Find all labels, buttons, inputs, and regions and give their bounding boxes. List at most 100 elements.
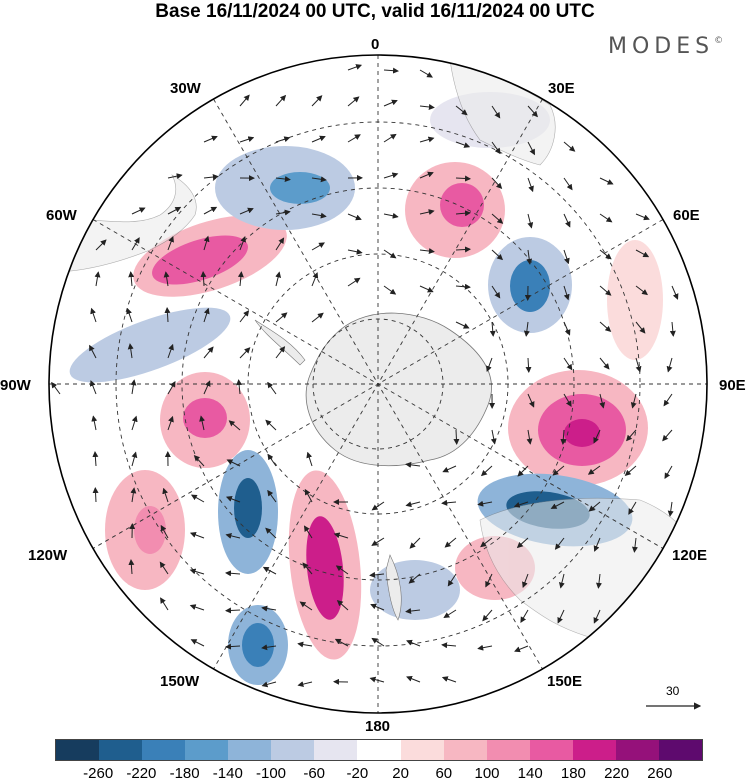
wind-arrow <box>199 415 206 431</box>
wind-arrow <box>563 213 571 228</box>
lon-label-60w: 60W <box>46 207 77 224</box>
wind-arrow <box>265 419 277 431</box>
wind-arrow <box>190 494 205 503</box>
wind-arrow <box>275 176 291 183</box>
wind-arrow <box>275 94 287 107</box>
wind-arrow <box>275 136 291 143</box>
wind-arrow <box>203 235 210 251</box>
wind-arrow <box>383 172 399 179</box>
colorbar-segment <box>615 740 659 760</box>
wind-arrow <box>371 501 385 511</box>
wind-arrow <box>588 501 601 512</box>
wind-arrow <box>514 645 529 653</box>
anomaly-positive <box>607 240 663 360</box>
wind-arrow <box>130 487 137 503</box>
lon-label-30w: 30W <box>170 80 201 97</box>
wind-arrow <box>455 141 471 148</box>
colorbar-tick-label: -220 <box>126 765 157 782</box>
wind-arrow <box>522 573 529 589</box>
lon-label-60e: 60E <box>673 207 700 224</box>
colorbar-segment <box>658 740 702 760</box>
wind-arrow <box>131 237 140 251</box>
wind-arrow <box>526 249 533 265</box>
wind-arrow <box>193 454 205 467</box>
wind-arrow <box>131 415 138 431</box>
wind-arrow <box>336 600 349 611</box>
south-america <box>49 174 197 273</box>
lon-label-120e: 120E <box>672 547 708 564</box>
wind-arrow <box>525 357 532 373</box>
wind-arrow <box>671 285 679 300</box>
wind-arrow <box>587 465 601 475</box>
wind-arrow <box>383 285 397 295</box>
colorbar-segment <box>314 740 358 760</box>
wind-arrow <box>131 207 146 215</box>
wind-arrow <box>299 601 313 611</box>
wind-arrow <box>635 321 646 334</box>
colorbar-tick-label: 60 <box>435 765 453 782</box>
wind-arrow <box>383 99 398 107</box>
wind-arrow <box>89 344 97 359</box>
lon-label-0: 0 <box>371 36 380 53</box>
wind-arrow <box>405 608 421 615</box>
wind-arrow <box>275 271 282 287</box>
wind-arrow <box>203 174 219 181</box>
brand-text: MODES <box>608 34 715 59</box>
colorbar-tick-label: -140 <box>212 765 243 782</box>
wind-arrow <box>190 639 205 647</box>
wind-arrow <box>599 357 610 370</box>
lon-label-120w: 120W <box>28 547 68 564</box>
wind-arrow <box>599 285 612 296</box>
colorbar-tick-label: 220 <box>604 765 630 782</box>
wind-arrow <box>91 415 98 431</box>
wind-arrow <box>239 347 251 359</box>
wind-arrow <box>624 465 637 476</box>
wind-arrow <box>490 429 497 445</box>
wind-arrow <box>267 453 277 467</box>
wind-arrow <box>593 537 601 552</box>
wind-arrow <box>563 321 571 336</box>
wind-arrow <box>419 248 435 255</box>
wind-arrow <box>51 381 61 395</box>
wind-arrow <box>311 95 323 107</box>
wind-arrow <box>239 207 254 215</box>
wind-vectors <box>51 64 679 688</box>
lon-label-150e: 150E <box>547 673 583 690</box>
colorbar-tick-label: 260 <box>647 765 673 782</box>
wind-arrow <box>92 487 99 503</box>
wind-arrow <box>405 461 421 468</box>
wind-arrow <box>160 524 169 539</box>
wind-arrow <box>92 451 99 467</box>
wind-arrow <box>408 573 421 584</box>
wind-arrow <box>527 141 535 156</box>
wind-arrow <box>419 136 435 143</box>
wind-arrow <box>167 206 182 215</box>
wind-arrow <box>95 239 107 251</box>
wind-arrow <box>527 213 534 229</box>
brand-logo: MODES© <box>608 34 723 59</box>
wind-arrow <box>523 321 530 337</box>
colorbar-tick-label: -260 <box>83 765 114 782</box>
wind-arrow <box>369 571 385 578</box>
colorbar-segment <box>142 740 186 760</box>
wind-arrow <box>303 525 313 539</box>
wind-arrow <box>419 285 434 293</box>
chart-title: Base 16/11/2024 00 UTC, valid 16/11/2024… <box>155 1 595 22</box>
wind-arrow <box>347 96 360 107</box>
wind-arrow <box>383 249 397 259</box>
colorbar-tick-label: -60 <box>303 765 326 782</box>
wind-arrow <box>239 235 246 251</box>
colorbar-segment <box>572 740 616 760</box>
wind-arrow <box>485 573 493 588</box>
wind-arrow <box>406 675 421 683</box>
wind-arrow <box>163 271 170 287</box>
wind-arrow <box>334 638 349 647</box>
wind-arrow <box>94 271 101 287</box>
wind-arrow <box>635 213 650 221</box>
anomaly-positive-core <box>134 506 166 554</box>
wind-arrow <box>369 676 385 683</box>
wind-arrow <box>228 420 241 431</box>
wind-arrow <box>599 393 606 409</box>
wind-arrow <box>599 249 612 260</box>
anomaly-positive-core <box>306 516 344 620</box>
